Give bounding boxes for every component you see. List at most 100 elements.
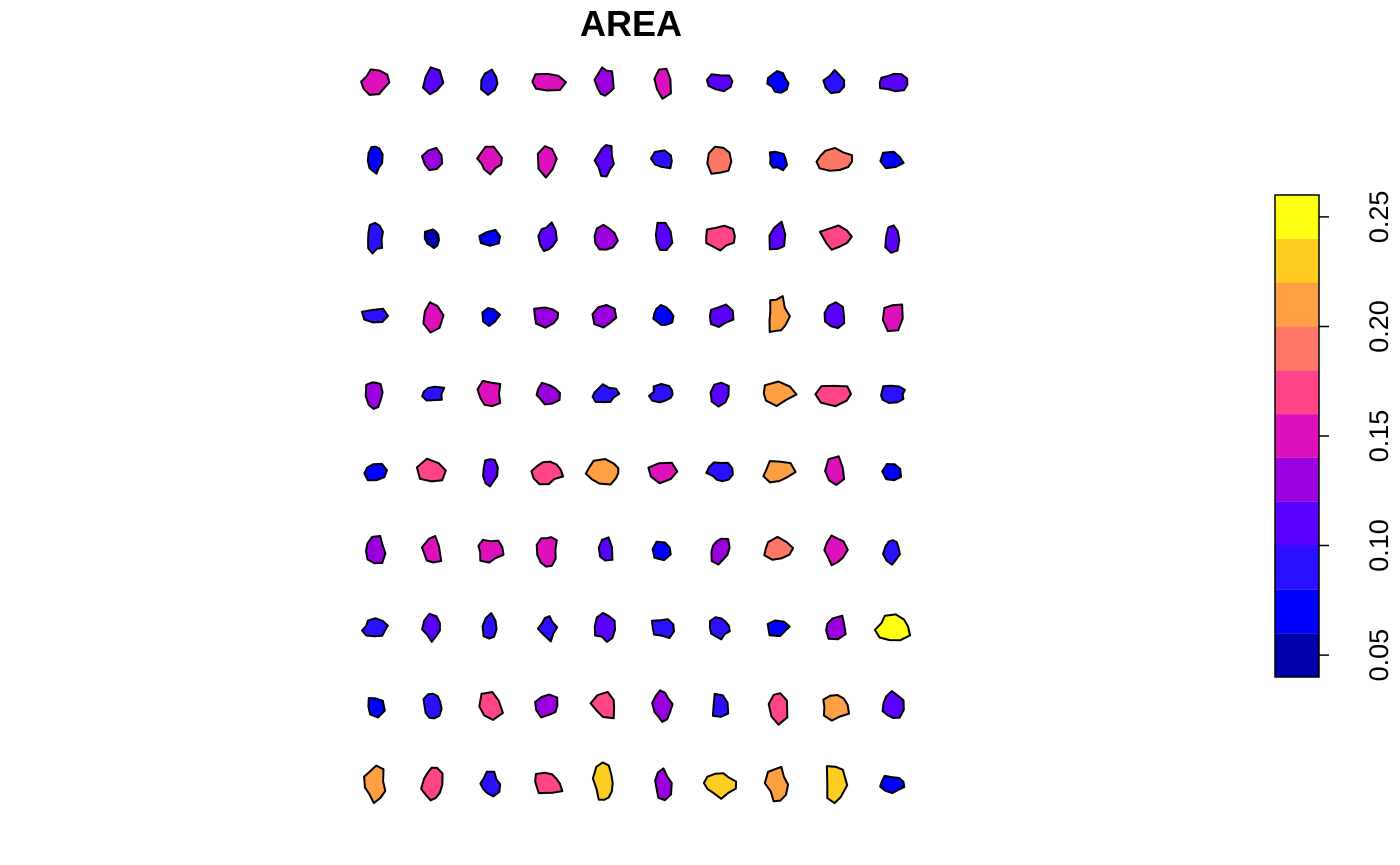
map-polygon-r10-c5 xyxy=(591,761,614,801)
map-polygon-r2-c5 xyxy=(593,144,615,178)
map-polygon-r5-c9 xyxy=(814,384,852,408)
legend-swatch-7 xyxy=(1275,370,1319,415)
map-polygon-r5-c3 xyxy=(476,379,502,408)
map-polygon-r5-c8 xyxy=(762,380,798,407)
legend-tick-label-2: 0.10 xyxy=(1364,519,1394,572)
legend-swatch-6 xyxy=(1275,414,1319,458)
map-polygon-r1-c4 xyxy=(531,72,567,92)
map-polygon-r4-c1 xyxy=(360,307,389,324)
map-polygon-r8-c9 xyxy=(825,614,847,641)
map-polygon-r8-c8 xyxy=(766,619,791,638)
map-polygon-r3-c4 xyxy=(537,221,558,252)
map-polygon-r6-c7 xyxy=(705,461,734,483)
map-polygon-r1-c8 xyxy=(766,70,790,94)
map-polygon-r9-c2 xyxy=(422,692,443,720)
map-polygon-r2-c10 xyxy=(879,150,905,170)
legend-swatch-1 xyxy=(1275,633,1319,677)
map-polygon-r8-c6 xyxy=(651,618,675,639)
map-polygon-r9-c3 xyxy=(478,691,504,721)
map-grid xyxy=(360,66,911,805)
map-polygon-r3-c8 xyxy=(768,220,787,251)
map-polygon-r8-c5 xyxy=(593,611,616,643)
map-polygon-r9-c4 xyxy=(534,693,559,719)
map-polygon-r1-c10 xyxy=(878,72,909,93)
map-polygon-r7-c4 xyxy=(535,536,558,568)
map-polygon-r5-c10 xyxy=(880,384,906,404)
legend-swatch-8 xyxy=(1275,326,1319,371)
map-polygon-r2-c8 xyxy=(768,150,788,172)
map-polygon-r10-c3 xyxy=(479,770,502,798)
map-polygon-r6-c8 xyxy=(762,460,797,484)
map-polygon-r9-c8 xyxy=(767,692,789,726)
map-polygon-r5-c6 xyxy=(648,383,674,404)
map-polygon-r6-c10 xyxy=(881,463,903,482)
map-polygon-r2-c9 xyxy=(815,146,853,172)
map-polygon-r3-c7 xyxy=(705,224,736,252)
map-polygon-r7-c10 xyxy=(882,539,901,566)
map-polygon-r7-c1 xyxy=(365,535,387,565)
map-polygon-r6-c5 xyxy=(584,458,620,486)
map-polygon-r3-c10 xyxy=(884,224,901,254)
map-polygon-r9-c7 xyxy=(711,692,730,718)
legend-tick-label-3: 0.15 xyxy=(1364,410,1394,463)
map-polygon-r4-c3 xyxy=(481,307,502,327)
map-polygon-r5-c4 xyxy=(535,381,561,406)
map-polygon-r10-c9 xyxy=(825,765,849,805)
map-polygon-r6-c4 xyxy=(530,460,565,486)
map-polygon-r1-c1 xyxy=(360,68,391,96)
legend-tick-label-5: 0.25 xyxy=(1364,191,1394,244)
map-polygon-r9-c5 xyxy=(589,690,616,720)
map-polygon-r4-c6 xyxy=(652,304,675,326)
map-polygon-r3-c9 xyxy=(818,224,853,251)
map-polygon-r10-c4 xyxy=(534,771,564,795)
color-legend: 0.05 0.10 0.15 0.20 0.25 xyxy=(1274,191,1394,682)
map-polygon-r3-c5 xyxy=(593,223,619,251)
map-polygon-r8-c4 xyxy=(536,615,559,643)
map-polygon-r5-c1 xyxy=(364,381,384,410)
map-polygon-r6-c6 xyxy=(647,461,679,485)
legend-swatch-9 xyxy=(1275,282,1319,327)
map-polygon-r3-c1 xyxy=(367,221,384,255)
map-polygon-r4-c5 xyxy=(591,304,618,329)
map-polygon-r10-c7 xyxy=(702,772,738,800)
legend-swatch-5 xyxy=(1275,457,1319,502)
map-polygon-r1-c5 xyxy=(593,66,615,97)
map-polygon-r1-c2 xyxy=(422,66,445,96)
map-polygon-r8-c7 xyxy=(708,616,731,641)
map-polygon-r4-c8 xyxy=(768,295,791,333)
map-polygon-r10-c10 xyxy=(879,774,906,795)
map-polygon-r5-c5 xyxy=(591,383,621,404)
map-polygon-r7-c3 xyxy=(477,538,505,564)
map-polygon-r8-c1 xyxy=(361,617,389,638)
legend-swatch-3 xyxy=(1275,545,1319,590)
map-polygon-r7-c2 xyxy=(421,535,443,564)
map-polygon-r7-c7 xyxy=(710,537,731,566)
map-polygon-r5-c7 xyxy=(709,381,730,408)
map-polygon-r5-c2 xyxy=(421,385,446,402)
map-polygon-r4-c9 xyxy=(823,301,846,330)
map-polygon-r3-c3 xyxy=(478,228,501,247)
chart-title: AREA xyxy=(580,3,682,44)
map-polygon-r8-c10 xyxy=(873,613,911,642)
map-polygon-r7-c9 xyxy=(823,534,849,567)
map-polygon-r9-c6 xyxy=(651,689,674,723)
legend-swatch-11 xyxy=(1275,195,1319,239)
map-polygon-r1-c6 xyxy=(653,67,672,100)
map-polygon-r4-c4 xyxy=(533,306,560,329)
map-polygon-r7-c8 xyxy=(763,535,795,561)
map-polygon-r9-c9 xyxy=(822,694,850,722)
map-polygon-r10-c8 xyxy=(763,766,790,803)
legend-swatch-10 xyxy=(1275,238,1319,283)
map-polygon-r6-c2 xyxy=(415,457,447,483)
map-polygon-r10-c2 xyxy=(420,766,444,802)
legend-swatch-4 xyxy=(1275,501,1319,546)
legend-tick-label-1: 0.05 xyxy=(1364,629,1394,682)
map-polygon-r8-c2 xyxy=(421,612,441,643)
map-polygon-r4-c2 xyxy=(422,301,445,334)
map-polygon-r3-c2 xyxy=(423,228,440,250)
map-polygon-r6-c3 xyxy=(482,458,499,488)
map-polygon-r4-c7 xyxy=(708,303,735,328)
map-polygon-r2-c4 xyxy=(536,145,558,179)
map-polygon-r1-c7 xyxy=(705,73,734,93)
map-polygon-r10-c6 xyxy=(654,767,673,802)
